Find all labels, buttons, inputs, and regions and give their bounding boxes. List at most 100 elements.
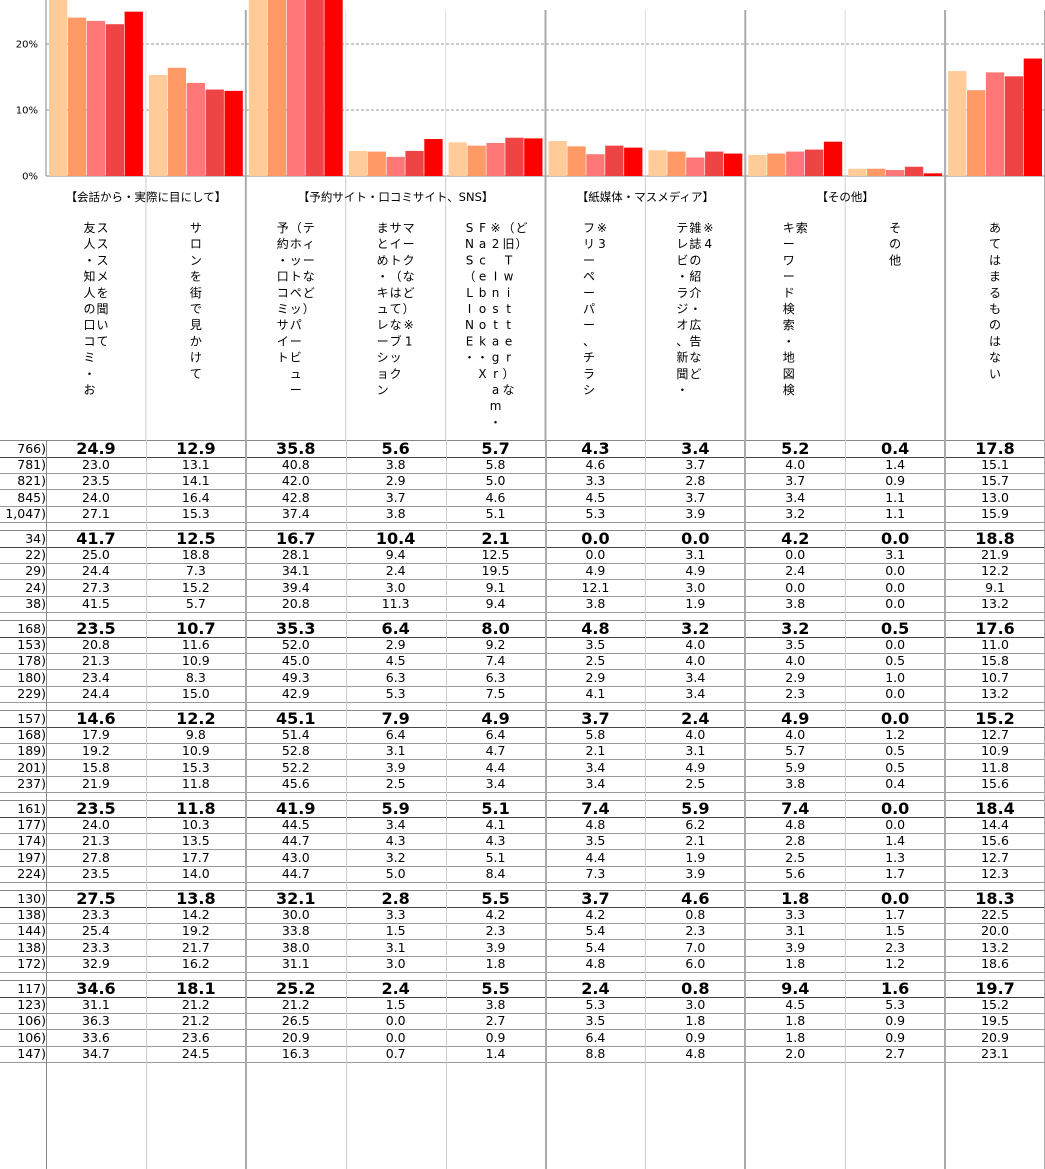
category-label-char: チ [583, 351, 595, 365]
row-divider [0, 923, 1045, 925]
block-separator [0, 620, 1045, 621]
category-label-char: ） [503, 367, 515, 381]
bar [505, 137, 524, 176]
category-label-char: テ [676, 221, 688, 235]
table-column-line [845, 440, 847, 1169]
row-divider [0, 653, 1045, 655]
category-label-char: o [479, 318, 486, 332]
block-separator [0, 800, 1045, 801]
base-count: 180) [17, 669, 46, 685]
bar [567, 146, 586, 176]
table-cell: 5.1 [485, 505, 506, 521]
category-label-char: ・ [377, 270, 389, 284]
row-divider [0, 669, 1045, 671]
category-label-char: ラ [583, 367, 595, 381]
row-divider [0, 849, 1045, 851]
table-cell: 3.7 [685, 457, 706, 473]
table-cell: 35.8 [276, 439, 316, 458]
category-label-char: w [504, 270, 514, 284]
category-label-char: ク [390, 367, 402, 381]
category-label-char: ま [989, 270, 1001, 284]
bar [985, 72, 1005, 176]
table-cell: 0.7 [385, 1045, 406, 1061]
category-label-char: N [465, 237, 474, 251]
category-label-char: 、 [583, 334, 595, 348]
table-cell: 21.3 [82, 833, 110, 849]
table-cell: 5.5 [481, 979, 510, 998]
category-label-char: i [507, 286, 510, 300]
table-cell: 2.9 [385, 637, 406, 653]
table-cell: 3.0 [685, 997, 706, 1013]
category-label-char: け [190, 351, 202, 365]
bar [586, 154, 605, 176]
table-cell: 4.2 [781, 529, 810, 548]
table-cell: 18.1 [176, 979, 216, 998]
table-cell: 3.2 [781, 619, 810, 638]
table-cell: 2.1 [585, 743, 606, 759]
category-label-char: 4 [705, 237, 713, 251]
row-divider [0, 743, 1045, 745]
category-label-char: シ [377, 351, 389, 365]
table-cell: 2.3 [685, 923, 706, 939]
row-divider [0, 473, 1045, 475]
bar [405, 150, 424, 176]
table-cell: 0.0 [885, 685, 906, 701]
table-cell: 0.5 [885, 759, 906, 775]
bar [205, 89, 224, 176]
group-header: 【紙媒体・マスメディア】 [577, 190, 714, 204]
table-cell: 0.8 [685, 907, 706, 923]
category-label-char: ホ [290, 237, 302, 251]
base-count: 138) [17, 939, 46, 955]
table-cell: 32.1 [276, 889, 316, 908]
table-cell: 26.5 [281, 1013, 310, 1029]
table-cell: 17.7 [181, 849, 210, 865]
bar [267, 0, 286, 177]
table-row: 144) 25.4 19.2 33.8 1.5 2.3 5.4 2.3 3.1 1.5 20.0 [0, 923, 1045, 941]
category-label-char: t [506, 318, 511, 332]
table-cell: 2.9 [385, 473, 406, 489]
block-separator [0, 710, 1045, 711]
table-cell: 5.3 [585, 505, 606, 521]
category-label-char: ・ [83, 253, 95, 267]
table-row: 845) 24.0 16.4 42.8 3.7 4.6 4.5 3.7 3.4 1.1 13.0 [0, 489, 1045, 507]
bar [348, 150, 367, 176]
table-cell: 6.3 [385, 669, 406, 685]
row-divider [0, 865, 1045, 867]
category-label-char: ・ [464, 351, 476, 365]
table-cell: 1.9 [685, 595, 706, 611]
table-cell: 41.5 [82, 595, 110, 611]
table-cell: 0.0 [885, 579, 906, 595]
base-count: 766) [17, 441, 46, 456]
table-cell: 5.6 [381, 439, 410, 458]
table-cell: 45.0 [281, 653, 310, 669]
category-label-char: （ [290, 221, 302, 235]
base-count: 157) [17, 711, 46, 726]
table-cell: 15.3 [181, 505, 210, 521]
category-label-char: ミ [277, 302, 289, 316]
table-cell: 23.5 [82, 473, 110, 489]
table-cell: 10.9 [981, 743, 1009, 759]
table-cell: 10.9 [181, 653, 210, 669]
row-divider [0, 775, 1045, 777]
base-count: 201) [17, 759, 46, 775]
category-label-char: の [889, 237, 901, 251]
row-divider [0, 701, 1045, 703]
table-cell: 9.1 [985, 579, 1005, 595]
table-cell: 0.5 [885, 653, 906, 669]
category-label-char: s [492, 302, 498, 316]
category-label-char: の [689, 253, 701, 267]
row-divider [0, 955, 1045, 957]
category-label-char: サ [277, 318, 289, 332]
base-count: 178) [17, 653, 46, 669]
table-cell: 4.2 [485, 907, 506, 923]
table-cell: 3.4 [785, 489, 806, 505]
group-header: 【予約サイト・口コミサイト、SNS】 [298, 190, 493, 204]
category-label-char: ど [516, 221, 528, 235]
table-cell: 3.4 [585, 775, 606, 791]
category-label-char: 見 [190, 318, 202, 332]
category-label-char: 索 [783, 318, 795, 332]
table-cell: 43.0 [281, 849, 310, 865]
table-cell: 15.2 [981, 997, 1009, 1013]
table-cell: 49.3 [281, 669, 310, 685]
category-label-char: ど [403, 286, 415, 300]
